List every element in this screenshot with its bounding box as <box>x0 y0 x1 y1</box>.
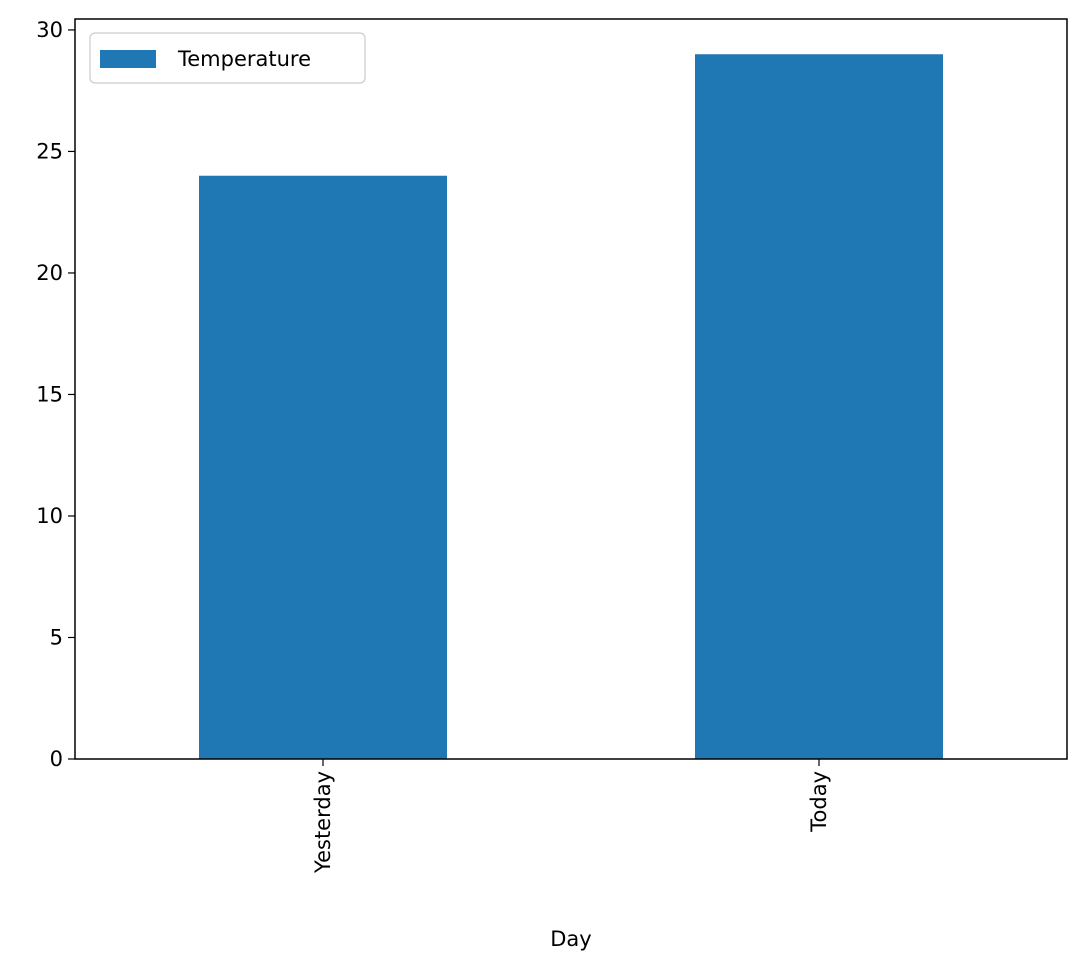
y-tick-label: 30 <box>36 18 63 42</box>
legend: Temperature <box>89 32 366 84</box>
y-axis: 0 5 10 15 20 25 30 <box>36 18 75 771</box>
y-tick-label: 25 <box>36 139 63 163</box>
legend-box <box>89 32 366 84</box>
legend-swatch <box>100 50 156 68</box>
x-axis-title: Day <box>550 927 591 951</box>
axes-spines <box>74 18 1068 760</box>
bar-yesterday <box>199 175 447 759</box>
x-tick-label-yesterday: Yesterday <box>311 771 335 874</box>
bar-today <box>695 54 943 759</box>
y-tick-label: 10 <box>36 504 63 528</box>
x-axis: Yesterday Today <box>311 759 831 874</box>
y-tick-label: 15 <box>36 382 63 406</box>
y-tick-label: 0 <box>50 747 63 771</box>
legend-label: Temperature <box>177 47 311 71</box>
bars-group <box>199 54 943 759</box>
y-tick-label: 20 <box>36 261 63 285</box>
y-tick-label: 5 <box>50 625 63 649</box>
x-tick-label-today: Today <box>807 771 831 833</box>
axes-frame <box>74 18 1068 760</box>
